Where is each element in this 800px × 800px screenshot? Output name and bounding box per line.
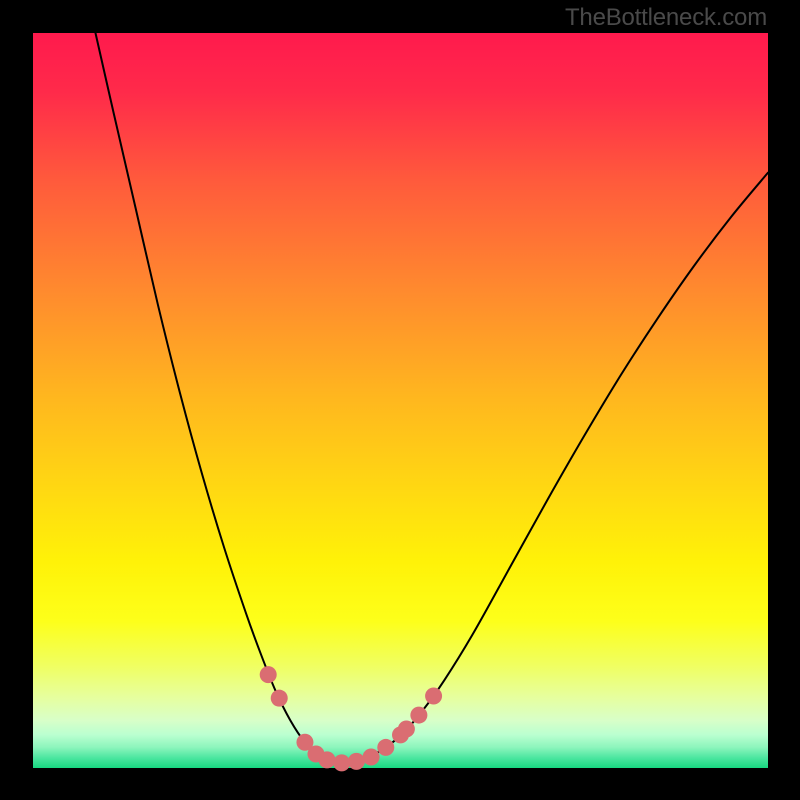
marker-dot: [348, 753, 365, 770]
marker-dot: [260, 666, 277, 683]
marker-dot: [377, 739, 394, 756]
curve-markers: [260, 666, 442, 771]
curve-layer: [33, 33, 768, 768]
marker-dot: [363, 748, 380, 765]
chart-container: TheBottleneck.com: [0, 0, 800, 800]
marker-dot: [398, 721, 415, 738]
bottleneck-curve: [95, 33, 768, 763]
marker-dot: [271, 690, 288, 707]
marker-dot: [410, 707, 427, 724]
plot-area: [33, 33, 768, 768]
marker-dot: [319, 751, 336, 768]
marker-dot: [333, 754, 350, 771]
marker-dot: [425, 687, 442, 704]
watermark-text: TheBottleneck.com: [565, 4, 767, 32]
